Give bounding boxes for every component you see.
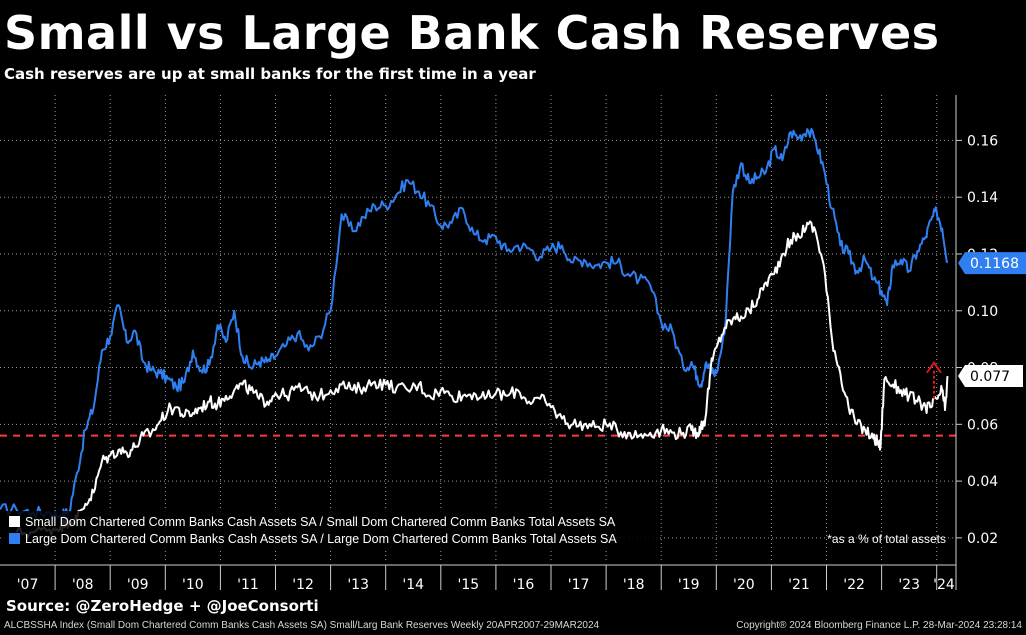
y-tick-label: 0.10: [967, 304, 998, 320]
chart-note: *as a % of total assets: [827, 532, 946, 546]
copyright-info: Copyright® 2024 Bloomberg Finance L.P. 2…: [736, 620, 1022, 631]
x-tick-label: '22: [843, 577, 865, 593]
ticker-info: ALCBSSHA Index (Small Dom Chartered Comm…: [4, 620, 600, 631]
last-value-label-large: 0.1168: [958, 252, 1026, 275]
x-tick-label: '14: [402, 577, 424, 593]
series-layer: [0, 127, 949, 539]
last-value-label-small: 0.077: [958, 365, 1023, 388]
x-tick-label: '15: [458, 577, 480, 593]
legend-background: [4, 511, 660, 549]
legend: Small Dom Chartered Comm Banks Cash Asse…: [4, 511, 946, 549]
x-tick-label: '11: [237, 577, 259, 593]
x-tick-label: '24: [933, 577, 955, 593]
x-tick-label: '12: [292, 577, 314, 593]
series-line-small-banks: [15, 220, 949, 539]
y-tick-label: 0.14: [967, 190, 998, 206]
x-tick-label: '20: [733, 577, 755, 593]
x-tick-label: '18: [623, 577, 645, 593]
y-tick-label: 0.02: [967, 531, 998, 547]
legend-swatch: [9, 516, 20, 527]
legend-swatch: [9, 533, 20, 544]
x-tick-label: '07: [17, 577, 39, 593]
x-tick-label: '16: [513, 577, 535, 593]
bloomberg-footer: ALCBSSHA Index (Small Dom Chartered Comm…: [4, 620, 1022, 631]
axis-layer: 0.020.040.060.080.100.120.140.16'07'08'0…: [0, 95, 1026, 593]
legend-entry: Large Dom Chartered Comm Banks Cash Asse…: [25, 532, 617, 546]
y-tick-label: 0.04: [967, 474, 998, 490]
x-tick-label: '23: [898, 577, 920, 593]
x-tick-label: '09: [127, 577, 149, 593]
grid-lines: [0, 95, 956, 562]
x-tick-label: '13: [347, 577, 369, 593]
value-label-text: 0.077: [970, 369, 1010, 385]
chart-title: Small vs Large Bank Cash Reserves: [4, 6, 940, 60]
legend-entry: Small Dom Chartered Comm Banks Cash Asse…: [25, 515, 616, 529]
annotation-layer: [926, 360, 942, 399]
x-tick-label: '10: [182, 577, 204, 593]
x-tick-label: '19: [678, 577, 700, 593]
series-line-large-banks: [0, 127, 949, 522]
chart-subtitle: Cash reserves are up at small banks for …: [4, 65, 536, 83]
x-tick-label: '21: [788, 577, 810, 593]
value-label-box: [958, 365, 1023, 388]
line-chart: 0.020.040.060.080.100.120.140.16'07'08'0…: [0, 95, 1026, 593]
y-tick-label: 0.16: [967, 133, 998, 149]
value-label-text: 0.1168: [970, 256, 1019, 272]
y-tick-label: 0.06: [967, 417, 998, 433]
value-label-box: [958, 252, 1026, 275]
x-tick-label: '08: [72, 577, 94, 593]
source-credit: Source: @ZeroHedge + @JoeConsorti: [6, 597, 319, 615]
x-tick-label: '17: [568, 577, 590, 593]
arrow-head-icon: [926, 360, 942, 374]
